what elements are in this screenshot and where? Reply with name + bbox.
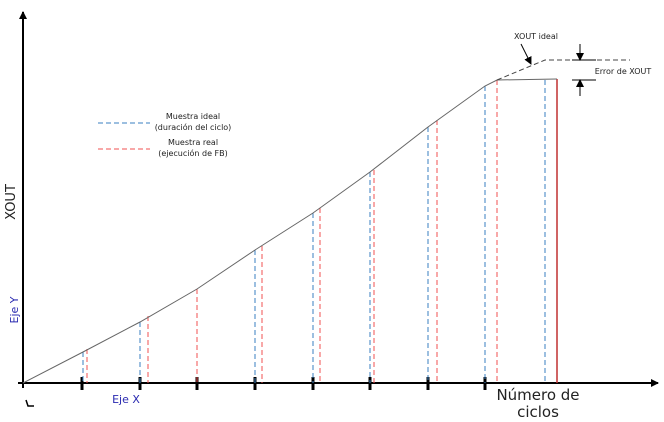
samples bbox=[82, 79, 558, 383]
xout-curve bbox=[22, 78, 558, 384]
corner-mark bbox=[25, 399, 34, 407]
eje-x-label: Eje X bbox=[112, 393, 140, 406]
error-label: Error de XOUT bbox=[595, 67, 652, 76]
ideal-curve bbox=[496, 59, 630, 81]
legend-text: (ejecución de FB) bbox=[158, 148, 228, 158]
legend-text: Muestra real bbox=[168, 138, 218, 147]
eje-y-label: Eje Y bbox=[8, 296, 21, 323]
legend-text: Muestra ideal bbox=[166, 112, 220, 121]
y-axis-label: XOUT bbox=[4, 184, 19, 220]
legend-text: (duración del ciclo) bbox=[155, 122, 232, 132]
x-axis-label: ciclos bbox=[517, 403, 559, 421]
x-axis-label: Número de bbox=[496, 386, 579, 404]
arrow bbox=[520, 43, 532, 65]
xout-ideal-label: XOUT ideal bbox=[514, 32, 558, 41]
